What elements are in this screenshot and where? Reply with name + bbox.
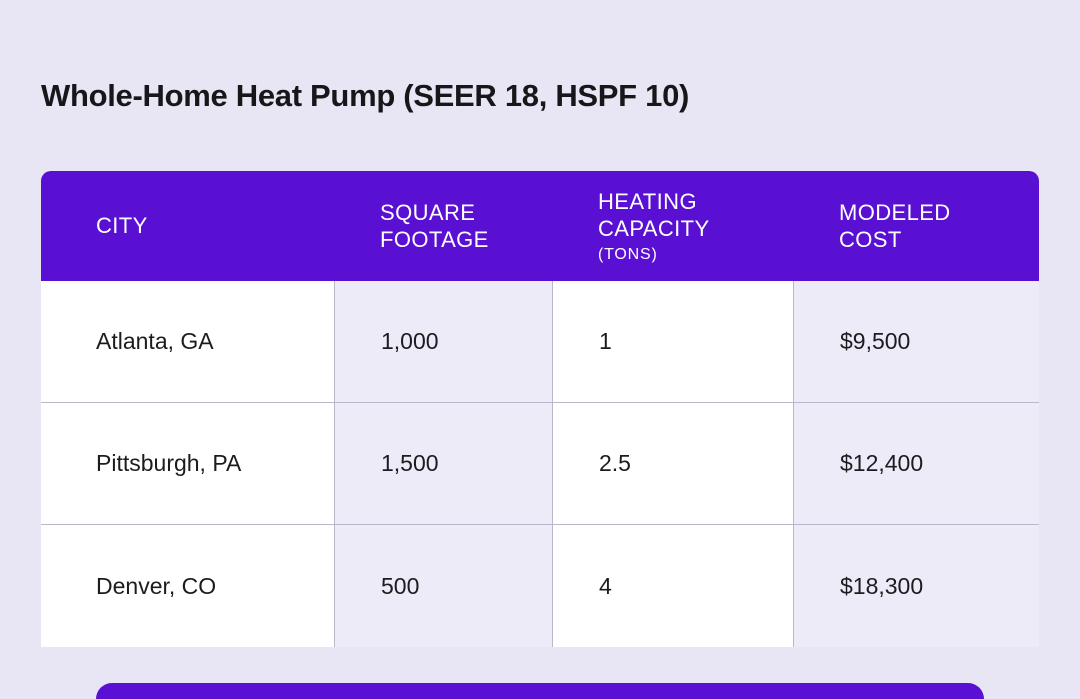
column-header-heating-capacity: HEATING CAPACITY (TONS) [552, 171, 793, 281]
table-row: Atlanta, GA 1,000 1 $9,500 [41, 281, 1039, 403]
column-header-sublabel: (TONS) [598, 245, 658, 263]
cell-city: Atlanta, GA [96, 328, 214, 354]
cell-modeled-cost: $18,300 [793, 525, 1039, 647]
column-header-modeled-cost: MODELED COST [793, 171, 1039, 281]
cell-modeled-cost: $9,500 [793, 281, 1039, 402]
table-row: Pittsburgh, PA 1,500 2.5 $12,400 [41, 403, 1039, 525]
footer-bar [96, 683, 984, 699]
page-title: Whole-Home Heat Pump (SEER 18, HSPF 10) [41, 78, 690, 113]
cell-square-footage: 500 [334, 525, 552, 647]
column-header-label: SQUARE FOOTAGE [380, 199, 489, 253]
heat-pump-table: CITY SQUARE FOOTAGE HEATING CAPACITY (TO… [41, 171, 1039, 647]
table-header-row: CITY SQUARE FOOTAGE HEATING CAPACITY (TO… [41, 171, 1039, 281]
cell-heating-capacity: 4 [552, 525, 793, 647]
column-header-square-footage: SQUARE FOOTAGE [334, 171, 552, 281]
column-header-label: CITY [96, 213, 148, 239]
table-row: Denver, CO 500 4 $18,300 [41, 525, 1039, 647]
cell-heating-capacity: 2.5 [552, 403, 793, 524]
column-header-city: CITY [41, 171, 334, 281]
cell-square-footage: 1,500 [334, 403, 552, 524]
column-header-label: HEATING CAPACITY [598, 188, 710, 242]
cell-city: Pittsburgh, PA [96, 450, 242, 476]
column-header-label: MODELED COST [839, 199, 951, 253]
cell-square-footage: 1,000 [334, 281, 552, 402]
cell-heating-capacity: 1 [552, 281, 793, 402]
cell-city: Denver, CO [96, 572, 217, 599]
cell-modeled-cost: $12,400 [793, 403, 1039, 524]
